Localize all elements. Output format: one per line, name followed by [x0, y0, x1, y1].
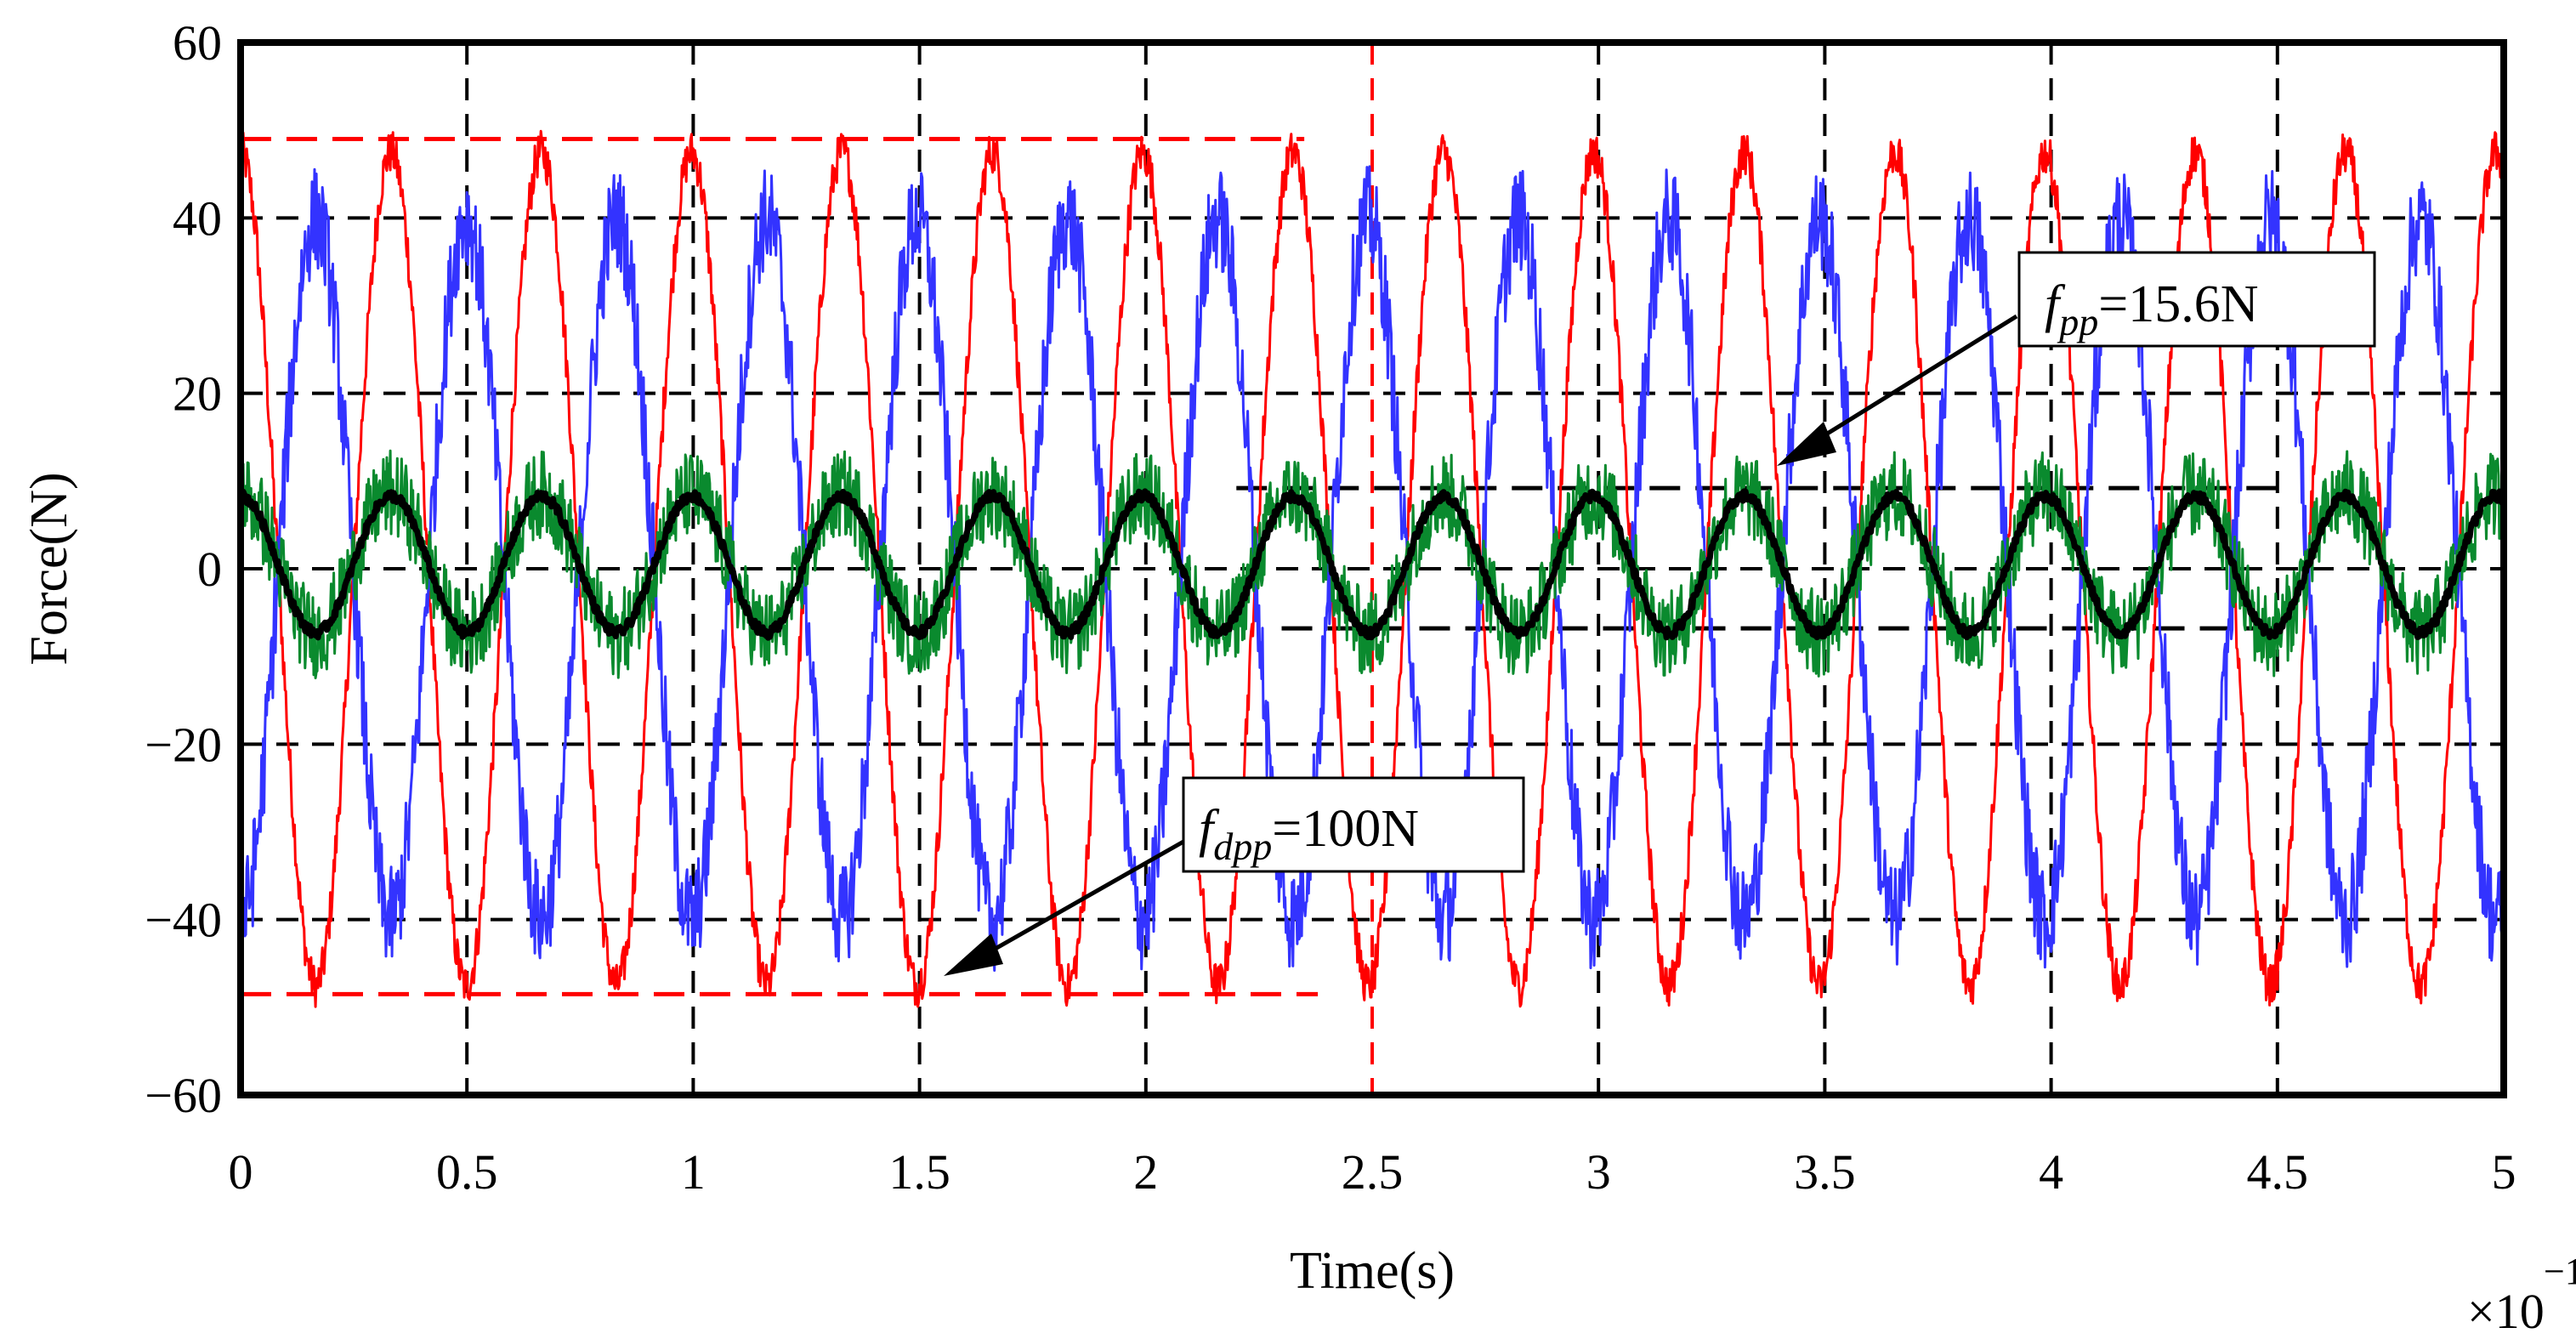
x-tick-label-2: 1 [681, 1144, 706, 1200]
x-tick-label-4: 2 [1133, 1144, 1158, 1200]
x-tick-label-8: 4 [2039, 1144, 2063, 1200]
data-series [237, 129, 2507, 1008]
annotation-fdpp-box [1182, 776, 1525, 873]
annotation-fpp-value: =15.6N [2098, 275, 2258, 333]
plot-frame [237, 39, 2507, 1098]
annotation-fdpp-sub: dpp [1213, 825, 1272, 868]
annotation-fpp-box [2017, 251, 2376, 348]
y-tick-label-2: −20 [145, 717, 222, 772]
x-tick-label-1: 0.5 [436, 1144, 498, 1200]
annotation-fpp: fpp=15.6N [1777, 251, 2376, 466]
annotation-fpp-arrowhead [1777, 422, 1836, 466]
x-scale-multiplier: ×10 −1 [2467, 1251, 2576, 1339]
series-line-red-force [239, 129, 2505, 1008]
x-axis-title: Time(s) [1290, 1242, 1455, 1300]
series-line-blue-force [239, 165, 2505, 972]
annotation-fpp-arrow-line [1809, 314, 2018, 446]
annotation-fpp-label: fpp=15.6N [2045, 275, 2258, 343]
x-scale-base: ×10 [2467, 1284, 2545, 1339]
annotation-fdpp-value: =100N [1272, 800, 1419, 858]
x-tick-label-6: 3 [1586, 1144, 1611, 1200]
x-tick-labels: 0 0.5 1 1.5 2 2.5 3 3.5 4 4.5 5 [229, 1144, 2516, 1200]
annotation-fdpp-arrow-line [984, 839, 1185, 956]
y-tick-label-4: 20 [173, 366, 222, 422]
annotation-fpp-sub: pp [2057, 300, 2098, 343]
x-scale-exponent: −1 [2544, 1251, 2576, 1292]
y-tick-labels: −60 −40 −20 0 20 40 60 [145, 15, 222, 1123]
annotation-fdpp-arrowhead [944, 933, 1003, 976]
series-line-black-filtered-force [237, 488, 2507, 641]
annotation-fdpp-label: fdpp=100N [1199, 800, 1419, 868]
y-tick-label-3: 0 [197, 542, 222, 597]
y-tick-label-1: −40 [145, 893, 222, 948]
x-tick-label-0: 0 [229, 1144, 253, 1200]
y-axis-title: Force(N) [20, 472, 78, 665]
y-tick-label-6: 60 [173, 15, 222, 71]
y-tick-label-0: −60 [145, 1068, 222, 1123]
annotation-fdpp: fdpp=100N [944, 776, 1525, 976]
x-tick-label-9: 4.5 [2247, 1144, 2309, 1200]
y-tick-label-5: 40 [173, 190, 222, 246]
x-tick-label-10: 5 [2492, 1144, 2516, 1200]
x-tick-label-5: 2.5 [1342, 1144, 1404, 1200]
x-tick-label-3: 1.5 [888, 1144, 950, 1200]
x-tick-label-7: 3.5 [1794, 1144, 1856, 1200]
